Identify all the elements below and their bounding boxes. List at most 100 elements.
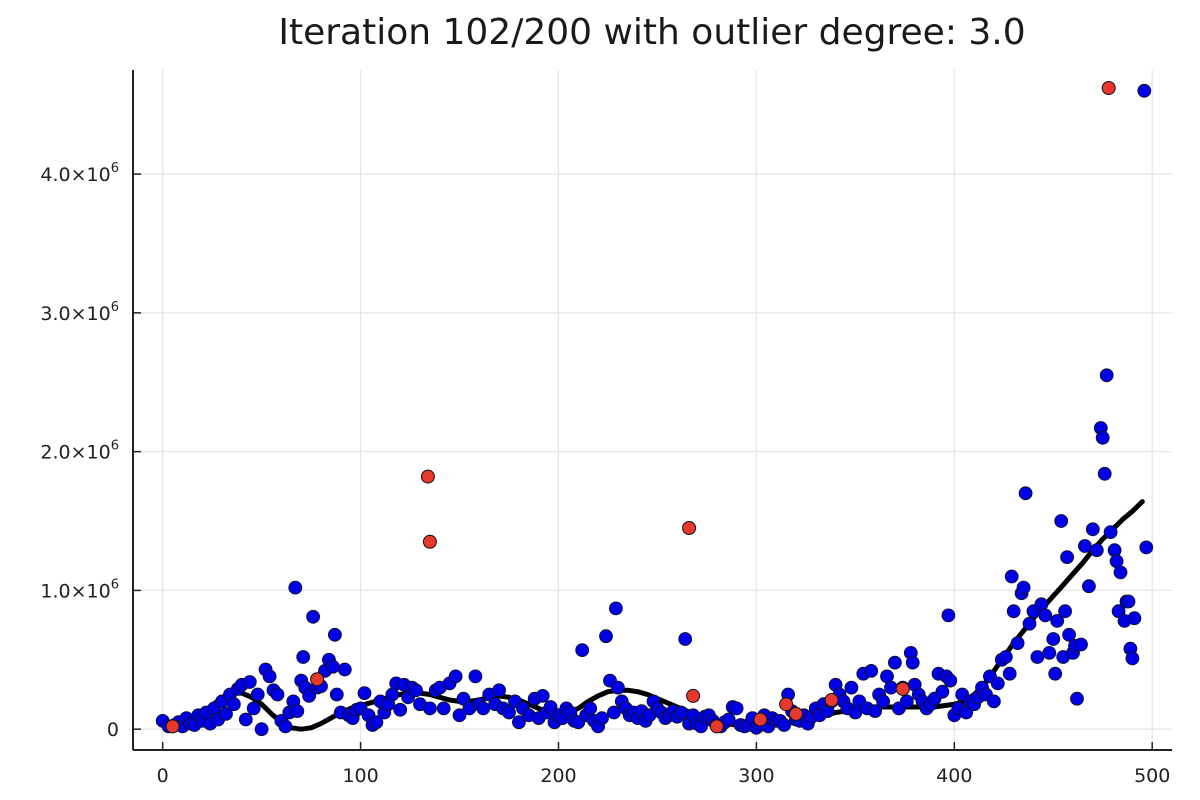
inlier-point — [844, 680, 859, 695]
inlier-point — [1022, 616, 1037, 631]
inlier-point — [254, 722, 269, 737]
inlier-point — [512, 715, 526, 730]
inlier-point — [262, 669, 277, 684]
inlier-point — [1018, 486, 1033, 501]
inlier-point — [1062, 627, 1076, 642]
inlier-point — [250, 687, 265, 702]
outlier-point — [779, 697, 794, 712]
inlier-point — [599, 629, 613, 644]
y-tick-label: 3.0×106 — [40, 300, 119, 325]
y-tick-label: 0 — [107, 719, 119, 741]
inlier-point — [369, 715, 384, 730]
inlier-point — [1113, 565, 1128, 580]
axes: 0 100 200 300 400 500 0 1.0×106 2.0×106 3.0×106 4.… — [40, 70, 1172, 787]
inlier-point — [1139, 540, 1154, 555]
inlier-point — [270, 687, 285, 702]
outlier-point — [753, 712, 768, 727]
inlier-point — [288, 580, 303, 595]
inlier-point — [729, 701, 744, 716]
inlier-point — [1030, 650, 1045, 664]
outlier-point — [165, 719, 180, 734]
inlier-point — [595, 711, 609, 725]
inlier-point — [1006, 604, 1021, 619]
inlier-point — [226, 697, 241, 712]
inlier-point — [1078, 539, 1092, 553]
outlier-point — [1101, 81, 1116, 95]
inlier-point — [422, 701, 437, 716]
inlier-point — [1058, 604, 1072, 619]
inlier-point — [609, 601, 623, 616]
inlier-point — [1125, 651, 1140, 666]
inlier-point — [1085, 522, 1100, 537]
inlier-point — [1004, 569, 1019, 584]
outlier-point — [709, 719, 724, 734]
outlier-point — [824, 693, 839, 707]
inlier-point — [935, 684, 950, 699]
inlier-point — [1097, 466, 1112, 481]
inlier-point — [1046, 632, 1061, 646]
inlier-point — [987, 694, 1001, 709]
inlier-point — [219, 707, 233, 721]
outlier-point — [422, 534, 437, 549]
inlier-point — [296, 650, 311, 664]
inlier-point — [1050, 614, 1065, 628]
inlier-point — [246, 701, 261, 716]
inlier-point — [476, 701, 491, 716]
inlier-point — [468, 669, 483, 684]
inlier-point — [943, 673, 958, 688]
chart-title: Iteration 102/200 with outlier degree: 3… — [278, 12, 1025, 53]
inlier-point — [888, 655, 902, 670]
y-tick-label: 1.0×106 — [40, 577, 119, 602]
inlier-point — [1121, 594, 1136, 609]
inlier-point — [1048, 666, 1063, 681]
inlier-point — [1095, 430, 1110, 445]
inlier-point — [302, 689, 317, 703]
inlier-point — [899, 694, 914, 709]
inlier-point — [1099, 368, 1114, 383]
inlier-point — [278, 719, 293, 734]
outlier-point — [686, 688, 701, 703]
inlier-point — [1070, 691, 1084, 706]
inlier-point — [357, 686, 372, 700]
outlier-point — [895, 681, 910, 696]
inlier-point — [1082, 579, 1096, 594]
inlier-point — [575, 643, 590, 657]
inlier-point — [777, 718, 791, 732]
x-tick-label: 100 — [342, 765, 378, 787]
inlier-point — [1089, 543, 1104, 558]
inlier-point — [238, 712, 253, 727]
inlier-point — [1060, 550, 1074, 564]
inlier-point — [452, 708, 467, 723]
inlier-point — [1074, 637, 1088, 652]
y-tick-label: 2.0×106 — [40, 439, 119, 464]
inlier-point — [242, 675, 257, 689]
inlier-point — [1054, 514, 1069, 528]
y-tick-label: 4.0×106 — [40, 161, 119, 186]
outlier-point — [682, 521, 697, 535]
inlier-point — [868, 704, 882, 718]
inlier-point — [325, 659, 340, 674]
inlier-point — [327, 627, 342, 642]
inlier-point — [905, 655, 920, 670]
inlier-point — [998, 650, 1013, 664]
inlier-point — [393, 702, 408, 717]
inlier-point — [492, 683, 507, 698]
inlier-point — [409, 683, 423, 698]
inlier-point — [721, 712, 736, 727]
inlier-point — [941, 608, 956, 623]
x-tick-label: 200 — [540, 765, 576, 787]
inlier-point — [1016, 580, 1031, 595]
inlier-point — [583, 701, 598, 716]
points-layer — [155, 81, 1154, 737]
inlier-point — [607, 705, 621, 720]
inlier-point — [337, 662, 352, 677]
inlier-point — [1038, 608, 1053, 623]
inlier-point — [448, 669, 463, 684]
inlier-point — [1127, 611, 1142, 626]
inlier-point — [1010, 636, 1025, 650]
outlier-point — [310, 672, 325, 687]
x-tick-label: 400 — [936, 765, 972, 787]
inlier-point — [290, 704, 305, 718]
inlier-point — [876, 694, 890, 709]
